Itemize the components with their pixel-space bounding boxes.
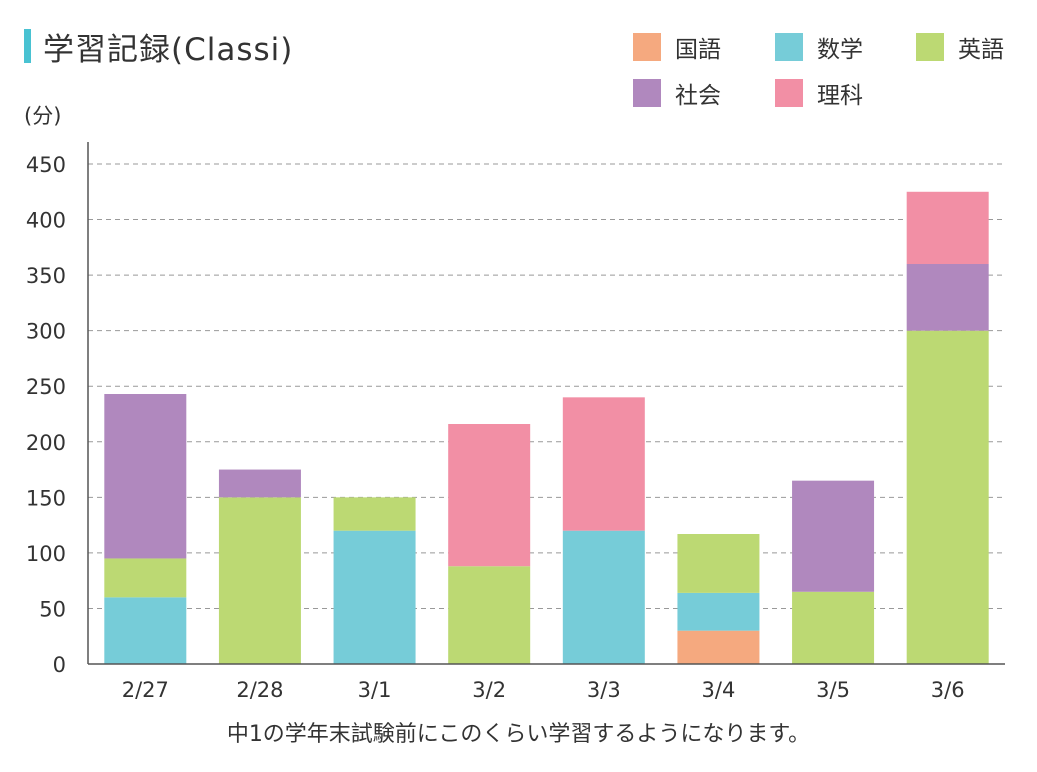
bar-segment-rika [562, 397, 645, 531]
legend-item-sugaku: 数学 [775, 30, 863, 64]
x-tick-label: 3/3 [587, 678, 621, 702]
bar-segment-eigo [792, 591, 875, 664]
x-tick-label: 2/28 [236, 678, 283, 702]
chart-title: 学習記録(Classi) [24, 26, 294, 68]
bar-segment-eigo [448, 566, 531, 664]
y-tick-label: 0 [53, 653, 66, 677]
legend-item-rika: 理科 [775, 76, 863, 110]
legend-swatch-rika [775, 79, 803, 107]
bar-segment-rika [448, 424, 531, 567]
bar-segment-sugaku [677, 592, 760, 631]
y-tick-label: 350 [26, 264, 66, 288]
bar-segment-eigo [104, 558, 187, 598]
bar-segment-shakai [792, 480, 875, 592]
y-tick-label: 250 [26, 375, 66, 399]
bar-segment-sugaku [562, 530, 645, 664]
legend-label-shakai: 社会 [675, 83, 721, 109]
y-tick-label: 50 [39, 597, 66, 621]
bar-segment-sugaku [104, 597, 187, 664]
bar-segment-shakai [906, 264, 989, 331]
y-tick-label: 200 [26, 431, 66, 455]
x-tick-label: 3/2 [472, 678, 506, 702]
bar-segment-shakai [218, 469, 301, 498]
x-tick-label: 3/1 [358, 678, 392, 702]
x-tick-label: 3/4 [702, 678, 736, 702]
legend-swatch-kokugo [633, 33, 661, 61]
bar-segment-eigo [677, 534, 760, 593]
x-tick-label: 2/27 [122, 678, 169, 702]
bar-segment-sugaku [333, 530, 416, 664]
legend-item-eigo: 英語 [916, 30, 1004, 64]
title-accent-bar [24, 29, 31, 63]
bar-segment-shakai [104, 394, 187, 559]
x-tick-label: 3/6 [931, 678, 965, 702]
bar-segment-rika [906, 191, 989, 264]
legend-label-rika: 理科 [817, 83, 863, 109]
legend-label-sugaku: 数学 [817, 37, 863, 63]
bar-segment-kokugo [677, 630, 760, 664]
chart-title-text: 学習記録(Classi) [43, 31, 294, 68]
y-tick-label: 400 [26, 209, 66, 233]
y-axis-unit-label: (分) [24, 104, 62, 128]
bar-segment-eigo [906, 330, 989, 664]
legend-item-kokugo: 国語 [633, 30, 721, 64]
y-tick-label: 450 [26, 153, 66, 177]
legend-swatch-shakai [633, 79, 661, 107]
legend-label-kokugo: 国語 [675, 37, 721, 63]
legend-swatch-sugaku [775, 33, 803, 61]
y-tick-label: 300 [26, 320, 66, 344]
legend-swatch-eigo [916, 33, 944, 61]
y-tick-label: 150 [26, 486, 66, 510]
y-tick-label: 100 [26, 542, 66, 566]
x-tick-label: 3/5 [816, 678, 850, 702]
chart-caption: 中1の学年末試験前にこのくらい学習するようになります。 [226, 722, 811, 747]
bar-segment-eigo [333, 497, 416, 531]
legend-label-eigo: 英語 [958, 37, 1004, 63]
legend-item-shakai: 社会 [633, 76, 721, 110]
bar-segment-eigo [218, 497, 301, 664]
